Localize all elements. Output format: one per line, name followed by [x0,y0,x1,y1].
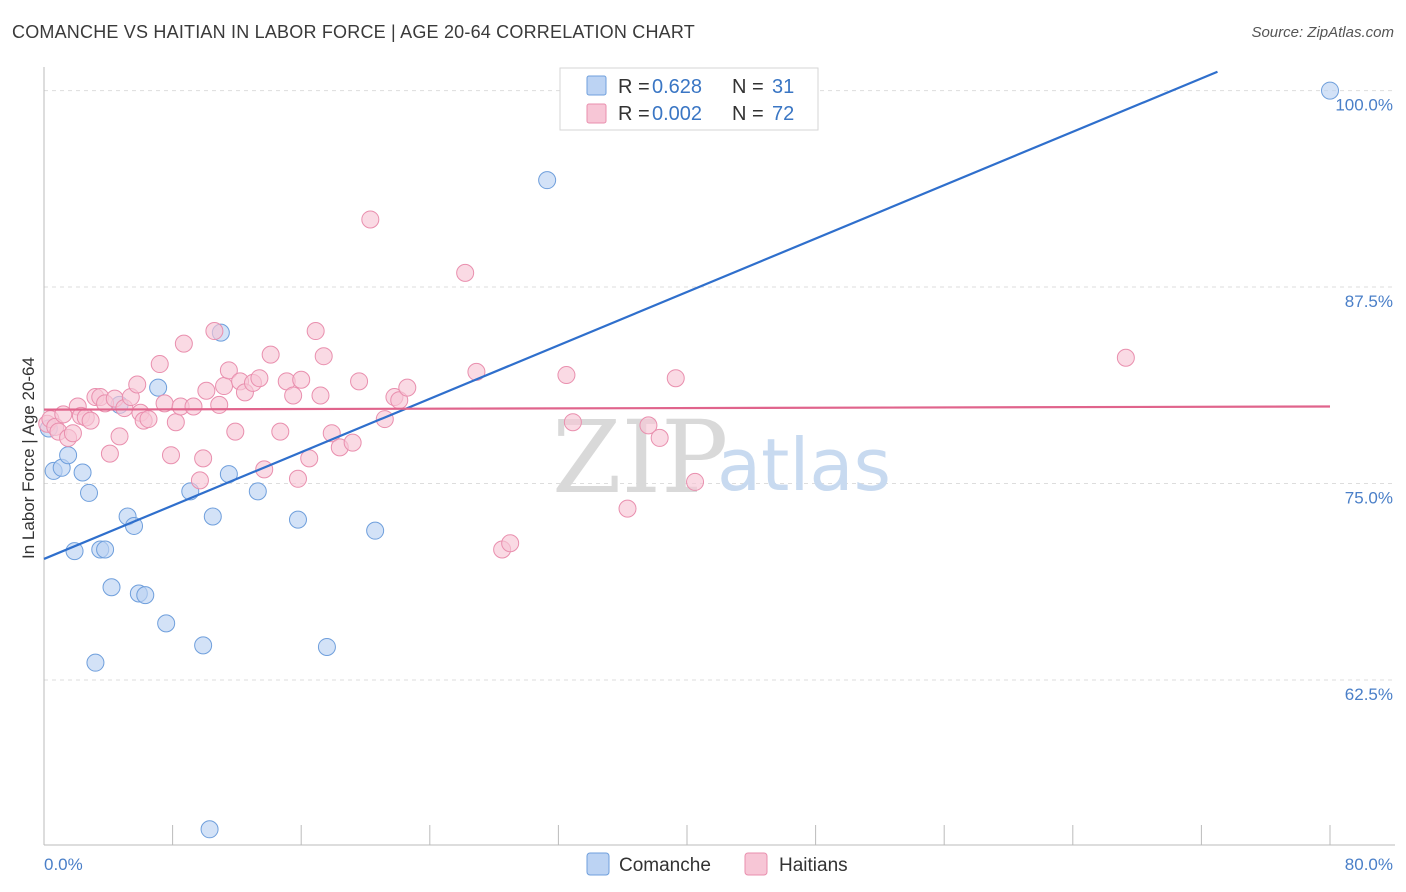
comanche-point-17 [157,614,176,633]
trend-lines [43,70,1331,560]
comanche-point-16 [149,378,168,397]
haitians-point-71 [666,369,685,388]
comanche-point-19 [194,636,213,655]
y-tick-label-0: 62.5% [1345,685,1393,704]
haitians-point-50 [306,322,325,341]
haitians-point-66 [557,366,576,385]
comanche-point-15 [136,586,155,605]
comanche-point-5 [73,463,92,482]
haitians-point-19 [128,375,147,394]
comanche-point-25 [288,510,307,529]
haitians-point-30 [190,471,209,490]
haitians-point-6 [63,424,82,443]
bottom-legend: Comanche Haitians [586,852,848,876]
haitians-point-52 [314,347,333,366]
haitians-point-69 [639,416,658,435]
comanche-point-28 [538,171,557,190]
legend-r-label-comanche: R = [618,76,650,98]
watermark-zip: ZIP [552,399,728,516]
haitians-point-16 [110,427,129,446]
haitians-point-29 [184,397,203,416]
haitians-point-31 [194,449,213,468]
y-axis-label: In Labor Force | Age 20-64 [19,357,38,559]
haitians-point-26 [166,413,185,432]
source-label: Source: ZipAtlas.com [1251,24,1394,41]
haitians-point-55 [343,433,362,452]
comanche-trend-line [43,70,1218,560]
x-tick-label-0: 0.0% [44,855,83,874]
haitians-point-37 [226,422,245,441]
haitians-point-22 [139,410,158,429]
haitians-point-65 [501,534,520,553]
haitians-point-67 [563,413,582,432]
legend-r-value-haitians: 0.002 [652,103,702,125]
comanche-point-10 [102,578,121,597]
legend-n-value-haitians: 72 [772,103,794,125]
haitians-point-68 [618,499,637,518]
haitians-point-62 [456,263,475,282]
legend-n-label-comanche: N = [732,76,764,98]
y-tick-label-2: 87.5% [1345,292,1393,311]
haitians-point-28 [174,334,193,353]
haitians-point-57 [361,210,380,229]
comanche-point-6 [80,483,99,502]
y-tick-label-1: 75.0% [1345,489,1393,508]
legend-r-value-comanche: 0.628 [652,76,702,98]
haitians-point-34 [210,395,229,414]
haitians-point-23 [150,355,169,374]
haitians-point-56 [350,372,369,391]
legend-swatch-haitians [586,103,607,124]
comanche-point-30 [1321,81,1339,100]
comanche-point-9 [96,540,115,559]
legend-swatch-comanche [586,75,607,96]
haitians-point-25 [161,446,180,465]
tick-labels: 62.5% 75.0% 87.5% 100.0% 0.0% 80.0% [44,96,1393,874]
comanche-point-21 [200,820,219,839]
comanche-point-27 [366,521,385,540]
comanche-point-3 [59,446,78,465]
comanche-point-24 [248,482,267,501]
haitians-point-48 [292,370,311,389]
comanche-point-4 [65,542,84,561]
haitians-point-32 [197,381,216,400]
watermark-atlas: atlas [717,423,891,507]
y-tick-label-3: 100.0% [1335,96,1393,115]
watermark: ZIP atlas [552,399,891,516]
haitians-point-70 [650,428,669,447]
haitians-point-61 [398,378,417,397]
haitians-point-73 [1116,348,1135,367]
legend-n-value-comanche: 31 [772,76,794,98]
haitians-point-14 [100,444,119,463]
haitians-point-33 [205,322,224,341]
haitians-point-72 [686,472,705,491]
bottom-legend-label-comanche: Comanche [619,855,711,876]
comanche-point-7 [86,653,105,672]
chart-title: COMANCHE VS HAITIAN IN LABOR FORCE | AGE… [12,22,695,42]
legend-r-label-haitians: R = [618,103,650,125]
bottom-legend-label-haitians: Haitians [779,855,848,876]
haitians-point-51 [311,386,330,405]
haitians-point-44 [271,422,290,441]
haitians-trend-line [43,405,1331,411]
haitians-point-36 [219,361,238,380]
bottom-legend-swatch-comanche [586,852,610,876]
haitians-points [38,210,1135,559]
bottom-legend-swatch-haitians [744,852,768,876]
haitians-point-10 [81,411,100,430]
axes [43,67,1395,846]
haitians-point-46 [284,386,303,405]
haitians-point-47 [288,469,307,488]
haitians-point-41 [250,369,269,388]
legend-n-label-haitians: N = [732,103,764,125]
comanche-point-26 [317,637,336,656]
haitians-point-35 [215,377,234,396]
legend: R = 0.628 N = 31 R = 0.002 N = 72 [559,67,819,131]
haitians-point-43 [261,345,280,364]
comanche-point-20 [203,507,222,526]
x-tick-label-1: 80.0% [1345,855,1393,874]
